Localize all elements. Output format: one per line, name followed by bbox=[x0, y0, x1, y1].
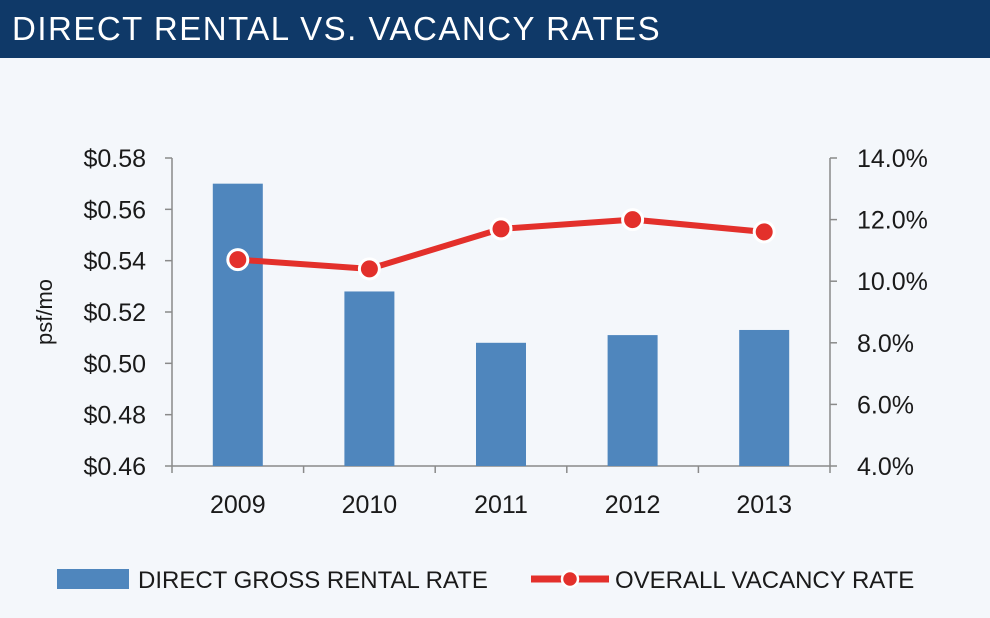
bar bbox=[607, 335, 658, 466]
bar-series bbox=[212, 183, 790, 466]
y-tick-label: $0.46 bbox=[83, 453, 146, 481]
line-point bbox=[357, 257, 381, 281]
bar bbox=[476, 342, 526, 466]
y-axis-title: psf/mo bbox=[32, 279, 57, 345]
y-tick-label: $0.48 bbox=[83, 402, 146, 430]
x-tick-label: 2013 bbox=[736, 491, 792, 519]
x-tick-label: 2012 bbox=[605, 491, 661, 519]
y2-tick-label: 14.0% bbox=[857, 145, 928, 173]
legend-bar-swatch bbox=[57, 569, 129, 589]
chart-legend: DIRECT GROSS RENTAL RATE OVERALL VACANCY … bbox=[57, 567, 914, 594]
bar bbox=[344, 291, 395, 466]
y-tick-label: $0.52 bbox=[83, 299, 146, 327]
y2-tick-label: 12.0% bbox=[857, 207, 928, 235]
legend-line-label: OVERALL VACANCY RATE bbox=[615, 567, 914, 594]
axis-labels: $0.58 $0.56 $0.54 $0.52 $0.50 $0.48 $0.46 14.0%… bbox=[32, 145, 928, 519]
line-point bbox=[489, 217, 513, 241]
x-tick-label: 2011 bbox=[474, 491, 528, 519]
x-tick-label: 2009 bbox=[210, 491, 266, 519]
y-tick-label: $0.54 bbox=[83, 248, 146, 276]
y2-tick-label: 4.0% bbox=[857, 453, 914, 481]
y-tick-label: $0.50 bbox=[83, 350, 146, 378]
bar bbox=[212, 183, 263, 466]
bar bbox=[739, 329, 790, 466]
chart-title: DIRECT RENTAL VS. VACANCY RATES bbox=[12, 10, 662, 47]
line-point bbox=[621, 208, 645, 232]
y2-tick-label: 6.0% bbox=[857, 391, 914, 419]
y2-tick-label: 8.0% bbox=[857, 330, 914, 358]
y-tick-label: $0.56 bbox=[83, 196, 146, 224]
y2-tick-label: 10.0% bbox=[857, 268, 928, 296]
legend-bar-label: DIRECT GROSS RENTAL RATE bbox=[138, 567, 488, 594]
line-point bbox=[752, 220, 776, 244]
line-point bbox=[226, 248, 250, 272]
line-series bbox=[226, 208, 776, 281]
y-tick-label: $0.58 bbox=[83, 145, 146, 173]
x-tick-label: 2010 bbox=[342, 491, 398, 519]
chart-header: DIRECT RENTAL VS. VACANCY RATES bbox=[0, 0, 990, 58]
legend-line-marker bbox=[560, 569, 580, 589]
